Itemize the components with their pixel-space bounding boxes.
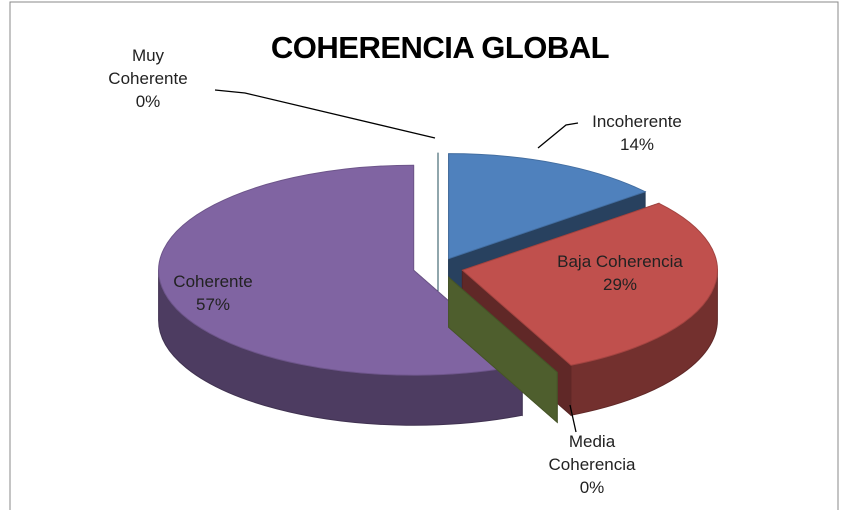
label-value: 29%: [602, 275, 638, 294]
data-label: Baja Coherencia 29%: [545, 250, 695, 296]
data-label: Media Coherencia 0%: [542, 430, 642, 499]
label-name: Media Coherencia: [548, 432, 636, 474]
label-name: Incoherente: [592, 112, 682, 131]
data-label: Muy Coherente 0%: [93, 44, 203, 113]
data-label: Coherente 57%: [138, 270, 288, 316]
label-name: Coherente: [173, 272, 253, 291]
label-name: Baja Coherencia: [557, 252, 683, 271]
slice: [448, 153, 647, 260]
slice: [461, 202, 718, 366]
chart-title: COHERENCIA GLOBAL: [270, 30, 610, 65]
leader-line: [569, 404, 577, 433]
slice-side: [448, 276, 558, 424]
leader-line: [214, 89, 436, 139]
data-label: Incoherente 14%: [562, 110, 712, 156]
label-value: 0%: [135, 92, 161, 111]
leader-line: [537, 122, 579, 149]
label-value: 57%: [195, 295, 231, 314]
slice: [158, 164, 524, 376]
label-value: 14%: [619, 135, 655, 154]
chart-frame: [9, 1, 839, 510]
pie: [158, 152, 718, 426]
label-name: Muy Coherente: [108, 46, 188, 88]
label-value: 0%: [579, 478, 605, 497]
